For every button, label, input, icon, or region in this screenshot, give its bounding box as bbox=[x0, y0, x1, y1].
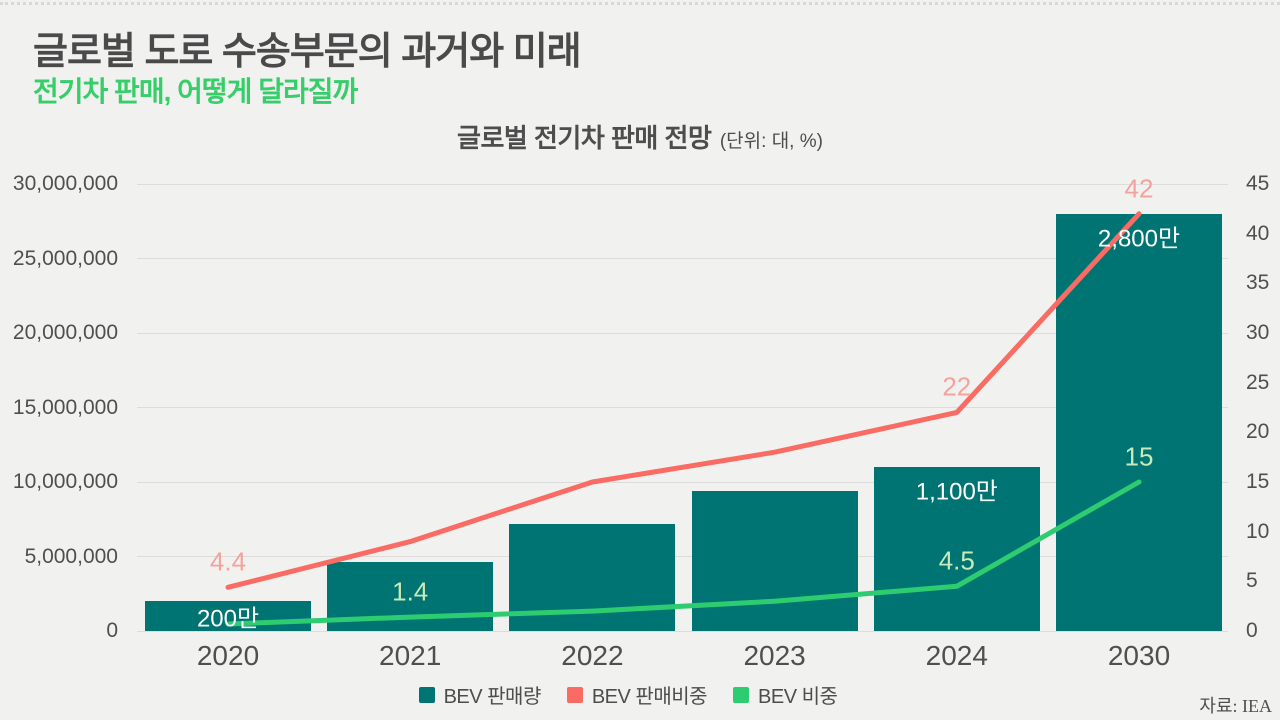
gridline bbox=[137, 630, 1228, 632]
bar-2030 bbox=[1056, 213, 1222, 631]
data-labels-layer: 200만 1,100만 2,800만 4.4 22 42 1.4 4.5 15 bbox=[137, 173, 1228, 633]
legend-label: BEV 판매량 bbox=[443, 686, 542, 708]
bar-value-label: 1,100만 bbox=[915, 478, 998, 506]
y-axis-tick-left: 5,000,000 bbox=[24, 544, 118, 568]
top-dotted-border bbox=[0, 2, 1280, 5]
x-axis-label-2020: 2020 bbox=[196, 640, 260, 671]
x-axis-label-2023: 2023 bbox=[743, 640, 806, 671]
y-axis-tick-left: 0 bbox=[106, 619, 118, 642]
legend-item-0: BEV 판매량 bbox=[418, 680, 542, 709]
legend-label: BEV 판매비중 bbox=[591, 686, 708, 708]
legend-item-2: BEV 비중 bbox=[733, 680, 838, 709]
x-axis-label-2030: 2030 bbox=[1107, 640, 1171, 671]
bar-2024 bbox=[873, 467, 1040, 631]
y-axis-tick-left: 25,000,000 bbox=[12, 246, 118, 270]
y-axis-tick-right: 25 bbox=[1246, 370, 1270, 394]
x-axis-label-2024: 2024 bbox=[925, 640, 988, 671]
line-series-2ecc71 bbox=[225, 479, 1142, 627]
y-axis-tick-right: 5 bbox=[1246, 569, 1258, 593]
y-axis-tick-right: 10 bbox=[1246, 519, 1270, 543]
left-y-axis: 0 5,000,000 10,000,000 15,000,000 20,000,000… bbox=[0, 172, 118, 642]
gridline bbox=[137, 407, 1228, 408]
legend-swatch-icon bbox=[566, 686, 583, 703]
chart-title-unit: (단위: 대, %) bbox=[719, 131, 823, 152]
gridline bbox=[137, 258, 1228, 259]
legend-label: BEV 비중 bbox=[758, 686, 838, 708]
right-y-axis: 0 5 10 15 20 25 30 35 40 45 bbox=[1246, 172, 1280, 642]
legend-item-1: BEV 판매비중 bbox=[566, 680, 708, 709]
legend-swatch-icon bbox=[418, 686, 435, 703]
x-axis-label-2022: 2022 bbox=[561, 640, 624, 671]
bar-value-label: 200만 bbox=[196, 605, 260, 633]
gridline bbox=[137, 556, 1228, 557]
y-axis-tick-right: 45 bbox=[1246, 172, 1270, 195]
bar-2023 bbox=[691, 490, 858, 631]
y-axis-tick-left: 30,000,000 bbox=[12, 172, 118, 195]
line-value-label: 4.5 bbox=[938, 545, 975, 576]
gridline bbox=[137, 481, 1228, 483]
gridlines bbox=[137, 183, 1228, 632]
source-credit: 자료: IEA bbox=[1199, 696, 1272, 716]
y-axis-tick-left: 15,000,000 bbox=[12, 395, 118, 419]
x-axis: 2020 2021 2022 2023 2024 2030 bbox=[137, 640, 1228, 674]
line-value-label: 22 bbox=[942, 371, 972, 402]
line-value-label: 1.4 bbox=[392, 576, 429, 607]
gridline bbox=[137, 332, 1228, 334]
line-value-label: 4.4 bbox=[209, 546, 247, 577]
legend: BEV 판매량 BEV 판매비중 BEV 비중 bbox=[0, 680, 1256, 709]
lines-layer bbox=[225, 211, 1142, 627]
gridline bbox=[137, 183, 1228, 185]
line-series-f96b63 bbox=[225, 211, 1142, 590]
x-axis-label-2021: 2021 bbox=[379, 640, 442, 671]
y-axis-tick-left: 20,000,000 bbox=[12, 321, 118, 344]
bar-value-label: 2,800만 bbox=[1097, 225, 1181, 253]
y-axis-tick-right: 15 bbox=[1246, 470, 1270, 493]
y-axis-tick-right: 35 bbox=[1246, 271, 1270, 295]
line-value-label: 42 bbox=[1124, 173, 1154, 204]
plot-area: 200만 1,100만 2,800만 4.4 22 42 1.4 4.5 15 bbox=[137, 173, 1228, 633]
y-axis-tick-right: 20 bbox=[1246, 420, 1270, 444]
chart-title-text: 글로벌 전기차 판매 전망 bbox=[457, 123, 712, 153]
y-axis-tick-left: 10,000,000 bbox=[12, 470, 118, 493]
page-title: 글로벌 도로 수송부문의 과거와 미래 bbox=[33, 31, 582, 73]
y-axis-tick-right: 0 bbox=[1246, 619, 1258, 642]
page-subtitle: 전기차 판매, 어떻게 달라질까 bbox=[33, 76, 358, 107]
y-axis-tick-right: 30 bbox=[1246, 321, 1270, 344]
chart-title: 글로벌 전기차 판매 전망 (단위: 대, %) bbox=[0, 118, 1280, 155]
line-value-label: 15 bbox=[1124, 441, 1154, 472]
legend-swatch-icon bbox=[733, 686, 750, 703]
y-axis-tick-right: 40 bbox=[1246, 221, 1270, 245]
